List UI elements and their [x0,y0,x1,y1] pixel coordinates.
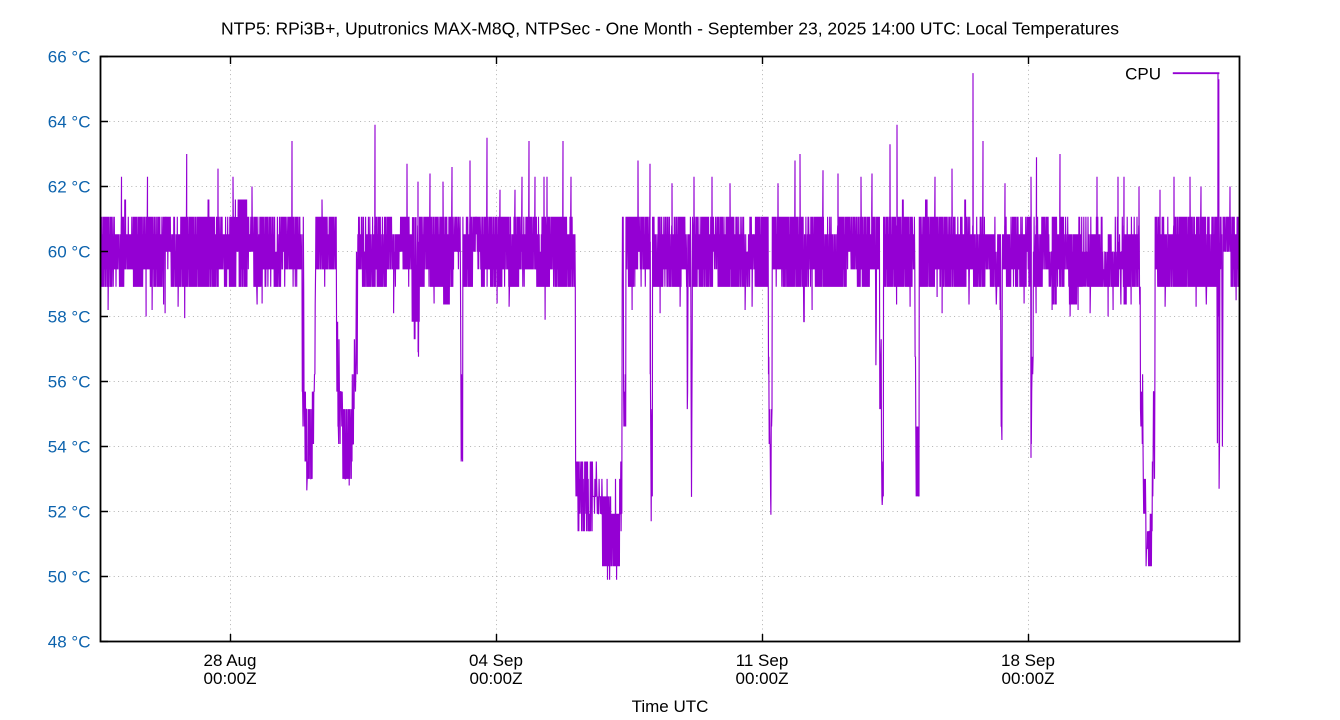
svg-text:66 °C: 66 °C [48,48,91,67]
svg-text:00:00Z: 00:00Z [736,669,789,688]
svg-text:64 °C: 64 °C [48,113,91,132]
svg-text:58 °C: 58 °C [48,308,91,327]
svg-text:62 °C: 62 °C [48,178,91,197]
svg-text:00:00Z: 00:00Z [204,669,257,688]
svg-text:18 Sep: 18 Sep [1001,651,1055,670]
svg-text:50 °C: 50 °C [48,568,91,587]
svg-text:56 °C: 56 °C [48,373,91,392]
svg-text:Time UTC: Time UTC [632,697,709,716]
svg-text:04 Sep: 04 Sep [469,651,523,670]
svg-text:54 °C: 54 °C [48,438,91,457]
svg-text:00:00Z: 00:00Z [1002,669,1055,688]
svg-text:52 °C: 52 °C [48,503,91,522]
svg-text:60 °C: 60 °C [48,243,91,262]
svg-text:00:00Z: 00:00Z [470,669,523,688]
svg-text:48 °C: 48 °C [48,633,91,652]
svg-text:NTP5: RPi3B+, Uputronics MAX-M: NTP5: RPi3B+, Uputronics MAX-M8Q, NTPSec… [221,18,1119,38]
svg-text:CPU: CPU [1125,65,1161,84]
svg-text:11 Sep: 11 Sep [736,651,789,670]
svg-text:28 Aug: 28 Aug [204,651,257,670]
